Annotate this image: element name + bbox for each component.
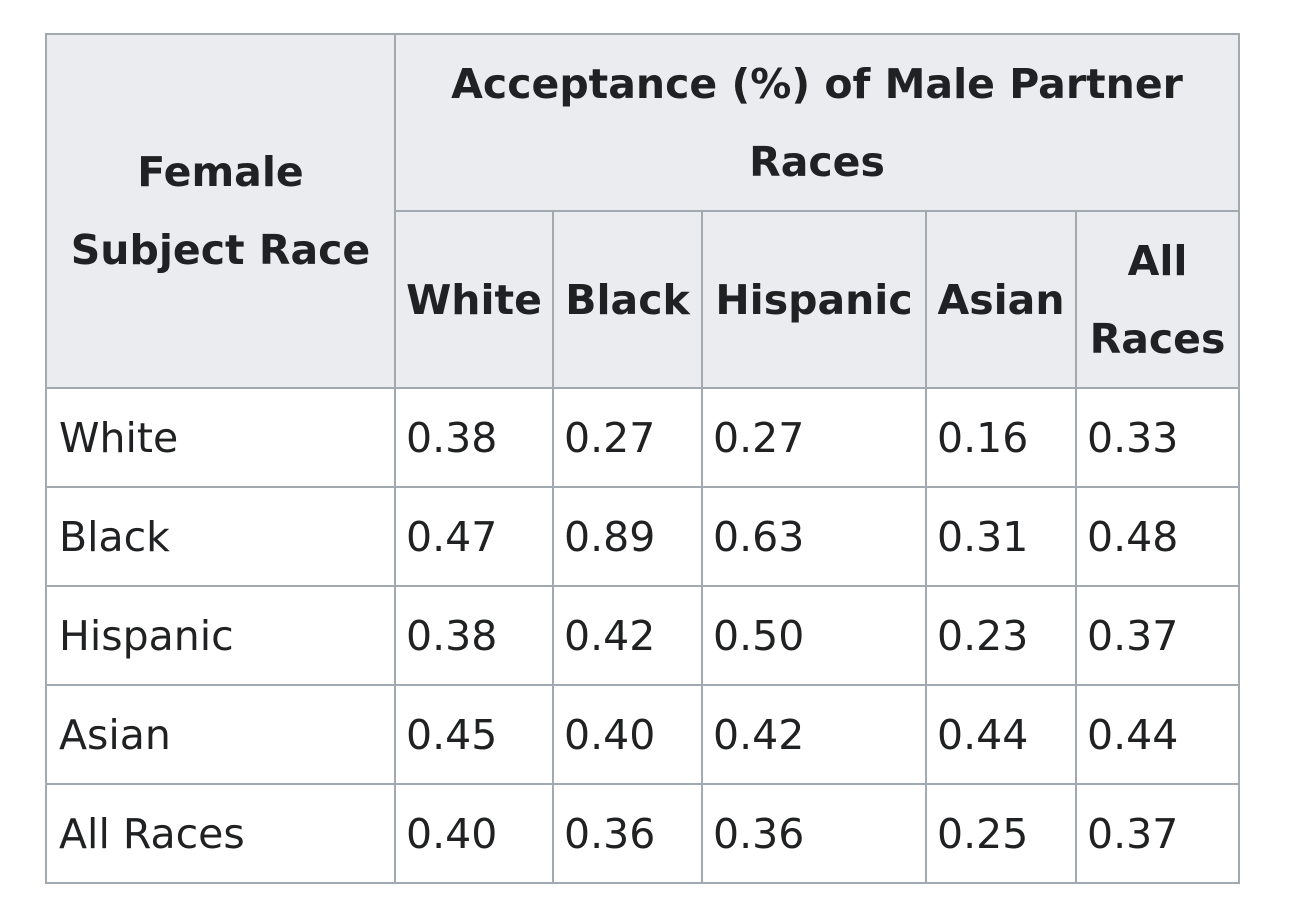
row-label: Black [45,486,396,587]
table-cell: 0.40 [552,684,703,785]
table-cell: 0.45 [394,684,554,785]
table-cell: 0.44 [925,684,1077,785]
table-cell: 0.16 [925,387,1077,488]
table-cell: 0.40 [394,783,554,884]
column-header-hispanic: Hispanic [701,210,927,389]
table-row: All Races 0.40 0.36 0.36 0.25 0.37 [45,783,1241,884]
table-cell: 0.50 [701,585,927,686]
table-cell: 0.37 [1074,585,1241,686]
column-header-black: Black [552,210,703,389]
corner-header: Female Subject Race [45,33,396,389]
row-label: Hispanic [45,585,396,686]
row-label: All Races [45,783,396,884]
table-cell: 0.48 [1074,486,1241,587]
table-row: White 0.38 0.27 0.27 0.16 0.33 [45,387,1241,488]
table-cell: 0.42 [552,585,703,686]
table-row: Asian 0.45 0.40 0.42 0.44 0.44 [45,684,1241,785]
table-cell: 0.36 [701,783,927,884]
table-cell: 0.38 [394,585,554,686]
table-cell: 0.36 [552,783,703,884]
table-cell: 0.27 [552,387,703,488]
table-cell: 0.37 [1074,783,1241,884]
table-cell: 0.63 [701,486,927,587]
table-cell: 0.42 [701,684,927,785]
table-cell: 0.23 [925,585,1077,686]
table-cell: 0.25 [925,783,1077,884]
table-cell: 0.47 [394,486,554,587]
table-cell: 0.27 [701,387,927,488]
row-label: Asian [45,684,396,785]
table-cell: 0.33 [1074,387,1241,488]
acceptance-table: Female Subject Race Acceptance (%) of Ma… [45,33,1241,884]
table-row: Hispanic 0.38 0.42 0.50 0.23 0.37 [45,585,1241,686]
column-header-asian: Asian [925,210,1077,389]
table-row: Black 0.47 0.89 0.63 0.31 0.48 [45,486,1241,587]
table-cell: 0.31 [925,486,1077,587]
table-cell: 0.38 [394,387,554,488]
group-header: Acceptance (%) of Male Partner Races [393,33,1241,212]
column-header-white: White [394,210,554,389]
table-cell: 0.89 [552,486,703,587]
table-cell: 0.44 [1074,684,1241,785]
acceptance-table-container: Female Subject Race Acceptance (%) of Ma… [45,33,1241,884]
column-header-all-races: All Races [1074,210,1241,389]
row-label: White [45,387,396,488]
